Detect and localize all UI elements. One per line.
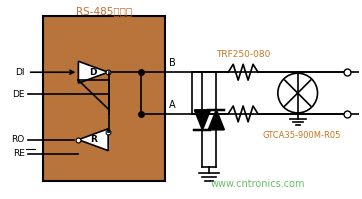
Text: RS-485收发器: RS-485收发器 [76,6,132,16]
Bar [43,16,165,181]
Text: D: D [89,68,97,77]
Text: RE: RE [13,149,25,158]
Text: RO: RO [12,135,25,144]
Text: www.cntronics.com: www.cntronics.com [211,179,305,189]
Text: GTCA35-900M-R05: GTCA35-900M-R05 [263,131,341,140]
Circle shape [278,73,317,113]
Text: R: R [90,135,97,144]
Text: DE: DE [12,90,25,99]
Text: B: B [169,58,176,68]
Text: TRF250-080: TRF250-080 [216,50,270,59]
Text: A: A [169,100,175,110]
Polygon shape [194,110,210,130]
Polygon shape [79,129,108,151]
Text: DI: DI [15,68,25,77]
Polygon shape [79,61,108,83]
Polygon shape [209,110,224,130]
